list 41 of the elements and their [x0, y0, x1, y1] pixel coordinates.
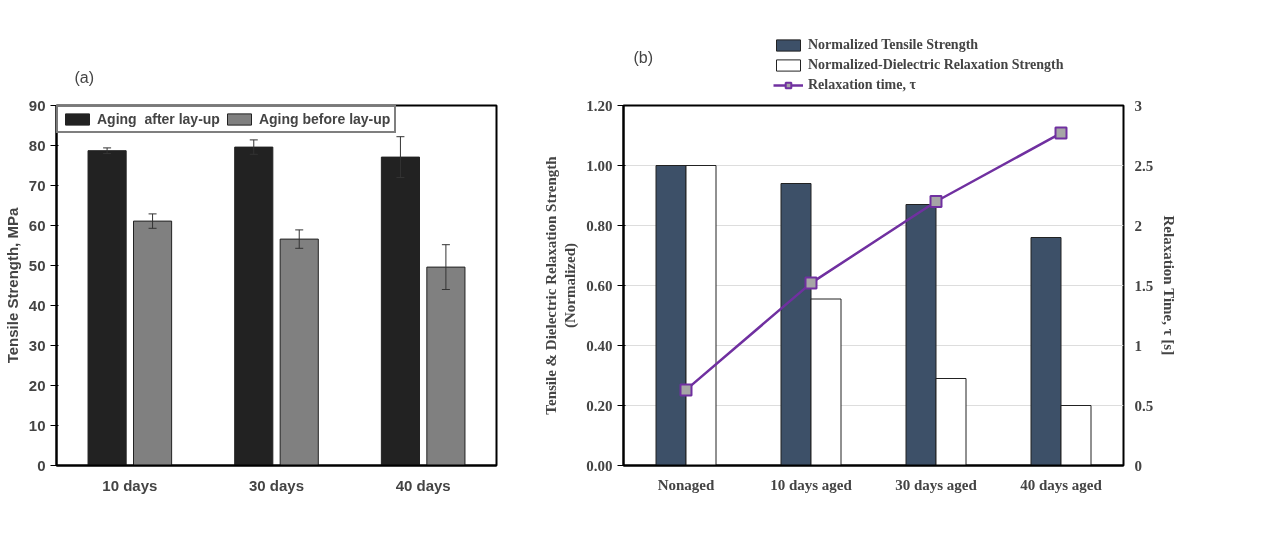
legend-label: Relaxation time, τ: [808, 77, 916, 93]
y-tick-label: 1.20: [586, 97, 613, 114]
y-tick-label: 50: [28, 256, 46, 274]
legend-label: Normalized-Dielectric Relaxation Strength: [808, 57, 1064, 73]
y2-tick-label: 1.5: [1134, 277, 1154, 294]
x-tick-label: Nonaged: [657, 476, 715, 493]
y2-axis-title: Relaxation Time, τ [s]: [1161, 215, 1178, 356]
y-tick-label: 10: [28, 416, 46, 434]
y-tick-label: 0: [37, 456, 46, 474]
y-tick-label: 20: [28, 376, 46, 394]
y-axis-title: Tensile & Dielectric Relaxation Strength (Normalized): [543, 155, 580, 415]
y-tick-label: 40: [28, 296, 46, 314]
y-axis-title: Tensile Strength, MPa: [3, 207, 21, 364]
y-tick-label: 0.00: [586, 457, 613, 474]
text: (a): [74, 68, 95, 86]
y2-tick-label: 2.5: [1134, 157, 1154, 174]
y2-tick-label: 0.5: [1134, 397, 1154, 414]
y-tick-label: 0.40: [586, 337, 613, 354]
y2-tick-label: 3: [1134, 97, 1142, 114]
x-tick-label: 10 days aged: [770, 476, 853, 493]
y-tick-label: 60: [28, 216, 46, 234]
y-tick-label: 0.20: [586, 397, 613, 414]
y-tick-label: 70: [28, 176, 46, 194]
y2-tick-label: 2: [1134, 217, 1142, 234]
x-tick-label: 40 days: [395, 476, 451, 494]
y2-tick-label: 1: [1134, 337, 1142, 354]
x-tick-label: 40 days aged: [1020, 476, 1103, 493]
y-tick-label: 1.00: [586, 157, 613, 174]
y-tick-label: 0.80: [586, 217, 613, 234]
x-tick-label: 10 days: [102, 476, 158, 494]
y-tick-label: 30: [28, 336, 46, 354]
legend-label: Aging before lay-up: [258, 111, 391, 127]
y-tick-label: 80: [28, 136, 46, 154]
x-tick-label: 30 days: [248, 476, 305, 494]
text: (b): [633, 48, 654, 66]
y-tick-label: 0.60: [586, 277, 613, 294]
y-tick-label: 90: [28, 96, 46, 114]
x-tick-label: 30 days aged: [895, 476, 978, 493]
legend-label: Normalized Tensile Strength: [808, 37, 979, 53]
y2-tick-label: 0: [1134, 457, 1142, 474]
legend-label: Aging after lay-up: [97, 111, 220, 127]
